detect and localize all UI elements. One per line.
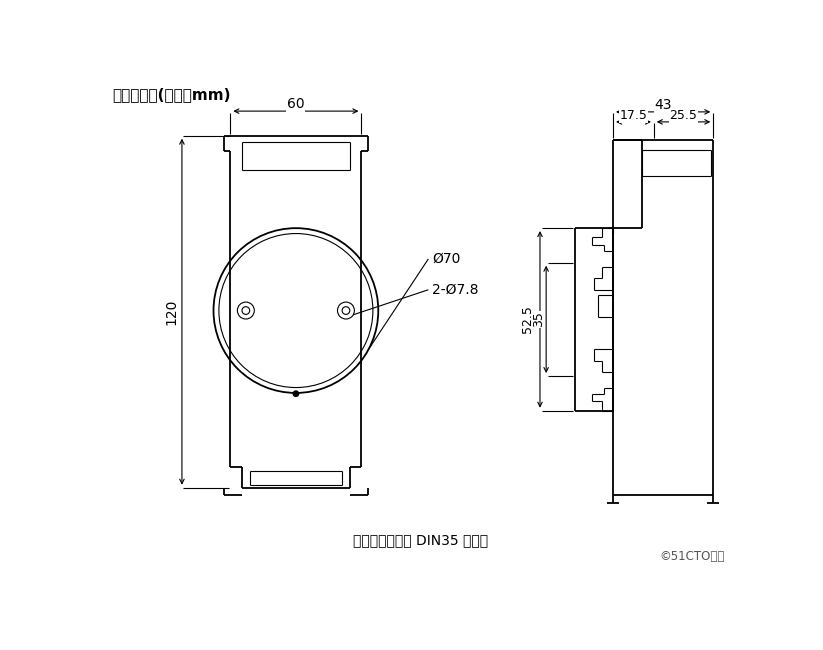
Text: 52.5: 52.5 [521,306,534,333]
Text: ©51CTO博客: ©51CTO博客 [659,551,725,564]
Text: 120: 120 [164,298,178,325]
Text: 25.5: 25.5 [670,109,697,122]
Text: 35: 35 [532,311,545,328]
Text: 43: 43 [654,98,672,112]
Text: 60: 60 [287,98,305,111]
Circle shape [293,391,299,396]
Text: Ø70: Ø70 [432,252,461,266]
Text: 外形尺寸：(单位：mm): 外形尺寸：(单位：mm) [113,87,231,102]
Text: 可以安装在标准 DIN35 导轨上: 可以安装在标准 DIN35 导轨上 [353,533,488,547]
Text: 17.5: 17.5 [620,109,648,122]
Text: 2-Ø7.8: 2-Ø7.8 [432,283,479,297]
